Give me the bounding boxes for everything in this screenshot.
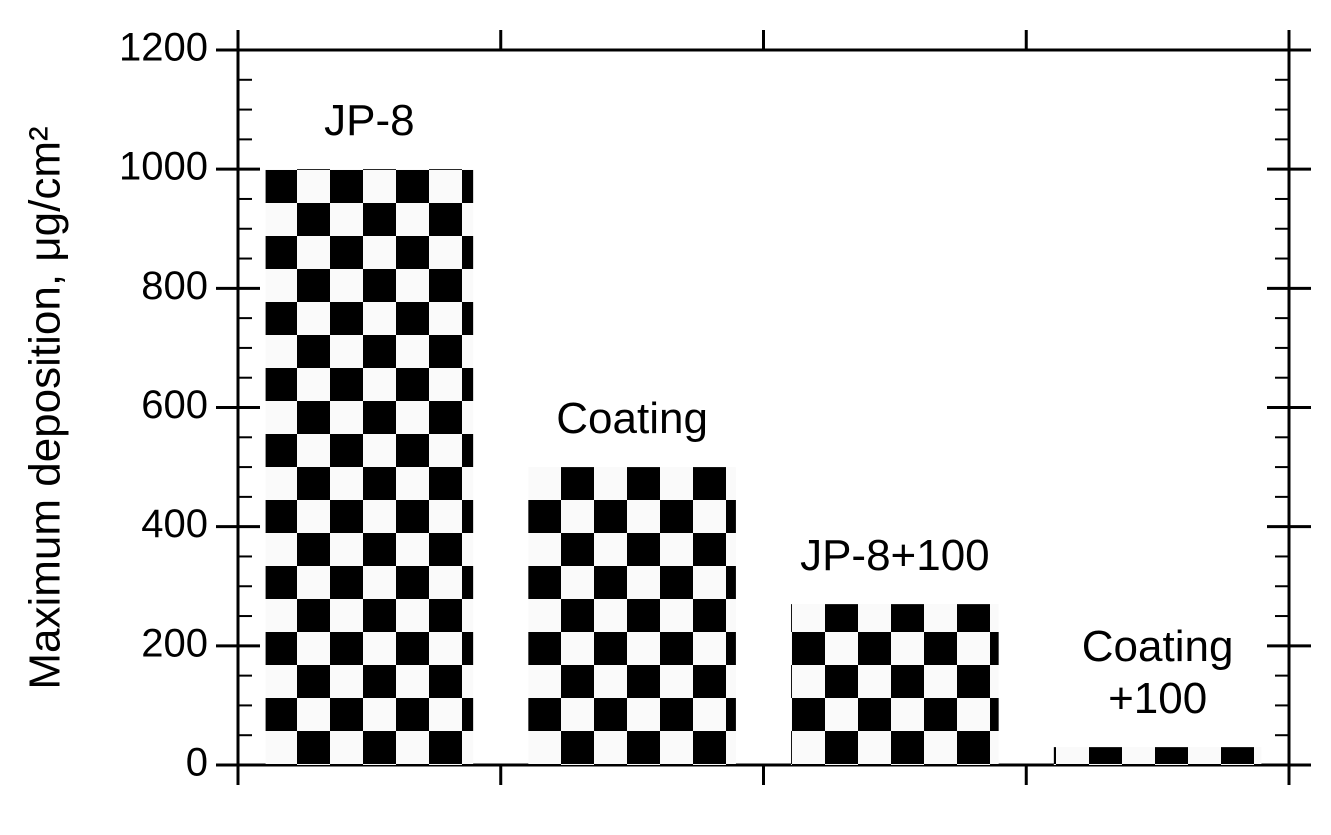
y-tick-label: 1200 — [119, 26, 208, 70]
bar — [528, 467, 736, 765]
y-tick-label: 600 — [141, 383, 208, 427]
bar — [1053, 747, 1262, 765]
y-tick-label: 0 — [186, 741, 208, 785]
y-axis-label: Maximum deposition, μg/cm² — [21, 126, 70, 689]
y-tick-label: 200 — [141, 621, 208, 665]
y-tick-label: 800 — [141, 264, 208, 308]
category-label: Coating +100 — [1081, 622, 1234, 724]
category-label: JP-8 — [324, 96, 415, 146]
bar — [265, 169, 474, 765]
y-tick-label: 1000 — [119, 145, 208, 189]
category-label: Coating — [556, 394, 708, 444]
category-label: JP-8+100 — [800, 531, 990, 581]
y-tick-label: 400 — [141, 502, 208, 546]
bar — [791, 604, 999, 765]
